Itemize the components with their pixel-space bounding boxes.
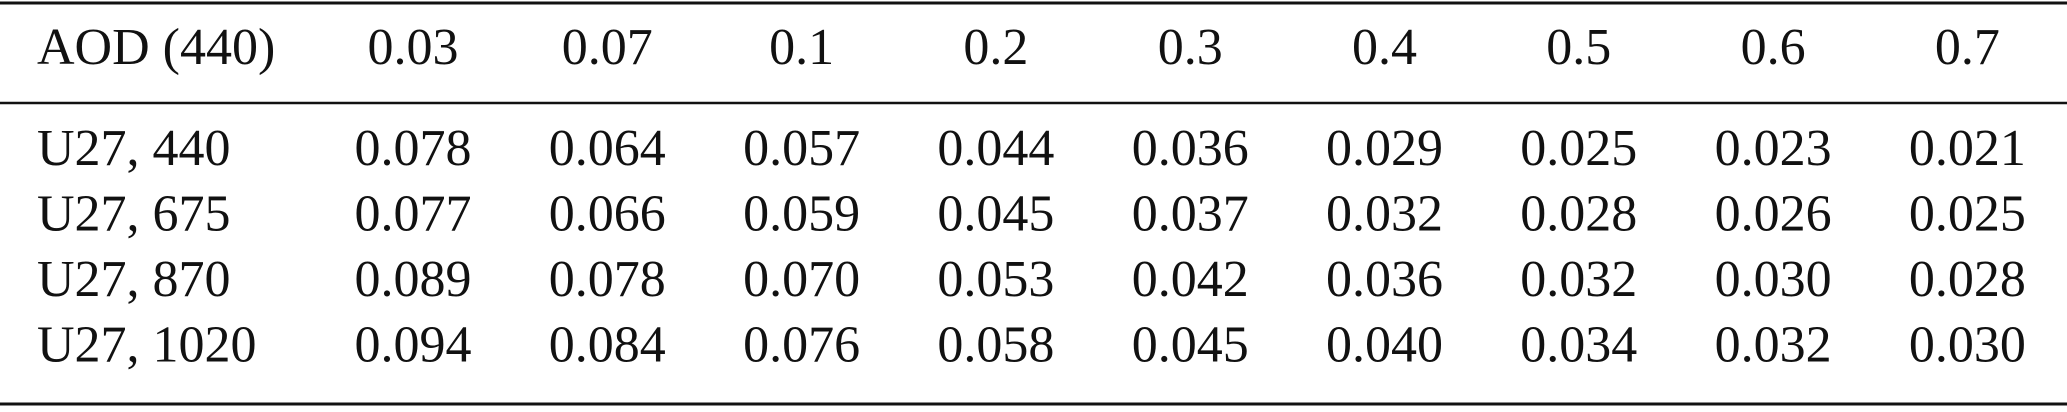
header-cell: 0.3 [1158, 19, 1223, 76]
row-label: U27, 675 [37, 185, 231, 242]
cell: 0.036 [1326, 251, 1443, 308]
header-cell: 0.1 [769, 19, 834, 76]
header-cell: 0.07 [562, 19, 653, 76]
row-label: U27, 870 [37, 251, 231, 308]
cell: 0.030 [1715, 251, 1832, 308]
cell: 0.029 [1326, 120, 1443, 177]
cell: 0.032 [1520, 251, 1637, 308]
cell: 0.025 [1520, 120, 1637, 177]
row-label: U27, 440 [37, 120, 231, 177]
cell: 0.077 [355, 185, 472, 242]
cell: 0.026 [1715, 185, 1832, 242]
cell: 0.040 [1326, 316, 1443, 373]
header-cell: 0.6 [1741, 19, 1806, 76]
cell: 0.032 [1715, 316, 1832, 373]
cell: 0.070 [743, 251, 860, 308]
cell: 0.036 [1132, 120, 1249, 177]
cell: 0.023 [1715, 120, 1832, 177]
cell: 0.037 [1132, 185, 1249, 242]
cell: 0.028 [1909, 251, 2026, 308]
cell: 0.028 [1520, 185, 1637, 242]
row-label: U27, 1020 [37, 316, 257, 373]
header-cell: 0.7 [1935, 19, 2000, 76]
header-cell: 0.2 [963, 19, 1028, 76]
cell: 0.042 [1132, 251, 1249, 308]
cell: 0.057 [743, 120, 860, 177]
cell: 0.025 [1909, 185, 2026, 242]
cell: 0.045 [937, 185, 1054, 242]
cell: 0.030 [1909, 316, 2026, 373]
cell: 0.078 [355, 120, 472, 177]
cell: 0.078 [549, 251, 666, 308]
header-cell: 0.03 [368, 19, 459, 76]
cell: 0.094 [355, 316, 472, 373]
header-cell: AOD (440) [37, 19, 275, 76]
cell: 0.064 [549, 120, 666, 177]
cell: 0.032 [1326, 185, 1443, 242]
cell: 0.045 [1132, 316, 1249, 373]
cell: 0.053 [937, 251, 1054, 308]
cell: 0.089 [355, 251, 472, 308]
cell: 0.059 [743, 185, 860, 242]
cell: 0.058 [937, 316, 1054, 373]
cell: 0.034 [1520, 316, 1637, 373]
header-cell: 0.4 [1352, 19, 1417, 76]
cell: 0.021 [1909, 120, 2026, 177]
cell: 0.084 [549, 316, 666, 373]
cell: 0.044 [937, 120, 1054, 177]
header-cell: 0.5 [1546, 19, 1611, 76]
cell: 0.066 [549, 185, 666, 242]
cell: 0.076 [743, 316, 860, 373]
